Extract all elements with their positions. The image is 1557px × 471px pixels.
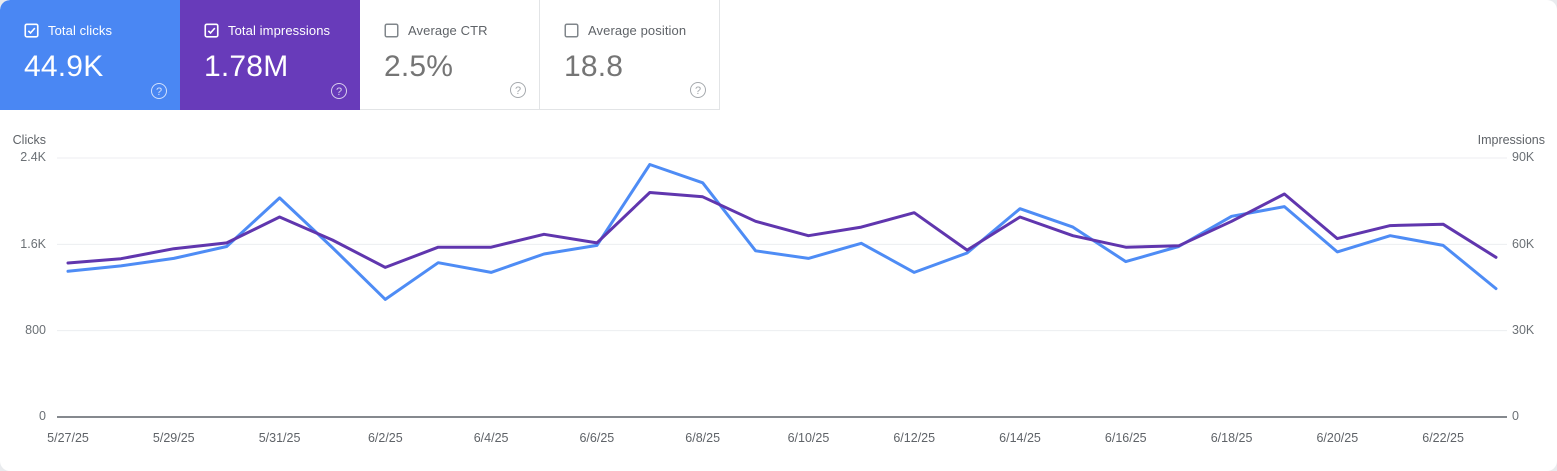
x-axis-label: 6/12/25 [893, 431, 936, 445]
x-axis-label: 6/2/25 [367, 431, 403, 445]
x-axis-label: 5/29/25 [152, 431, 195, 445]
checkbox-unchecked-icon[interactable] [564, 23, 579, 38]
metric-card-value: 44.9K [24, 50, 104, 83]
x-axis-label: 6/20/25 [1316, 431, 1359, 445]
left-axis-title: Clicks [12, 133, 46, 147]
metric-cards-row: Total clicks 44.9K ? Total impressions 1… [0, 0, 720, 110]
help-icon[interactable]: ? [510, 82, 526, 98]
right-axis-title: Impressions [1477, 133, 1545, 147]
metric-card-average-position[interactable]: Average position 18.8 ? [540, 0, 720, 110]
metric-card-label: Average CTR [408, 23, 488, 38]
performance-line-chart[interactable]: Clicks Impressions 2.4K 1.6K 800 0 90K 6… [0, 110, 1557, 471]
help-icon[interactable]: ? [331, 83, 347, 99]
left-axis-tick: 1.6K [20, 237, 46, 251]
left-axis-tick: 2.4K [20, 150, 46, 164]
right-axis-tick: 90K [1512, 150, 1535, 164]
metric-card-label: Total clicks [48, 23, 113, 38]
checkbox-checked-icon[interactable] [204, 23, 219, 38]
x-axis-label: 6/18/25 [1210, 431, 1253, 445]
help-icon[interactable]: ? [151, 83, 167, 99]
x-axis-label: 6/4/25 [473, 431, 509, 445]
checkbox-unchecked-icon[interactable] [384, 23, 399, 38]
impressions-line [66, 191, 1498, 269]
right-axis-tick: 0 [1512, 409, 1519, 423]
metric-card-header: Average CTR [384, 23, 539, 38]
right-axis-tick: 60K [1512, 237, 1535, 251]
metric-card-value: 18.8 [564, 50, 624, 83]
metric-card-value: 2.5% [384, 50, 454, 83]
metric-card-total-clicks[interactable]: Total clicks 44.9K ? [0, 0, 180, 110]
help-icon[interactable]: ? [690, 82, 706, 98]
metric-card-header: Total clicks [24, 23, 180, 38]
clicks-line [66, 163, 1498, 301]
x-axis-label: 6/14/25 [999, 431, 1041, 445]
metric-card-header: Total impressions [204, 23, 360, 38]
metric-card-label: Total impressions [228, 23, 331, 38]
metric-card-total-impressions[interactable]: Total impressions 1.78M ? [180, 0, 360, 110]
right-axis-tick: 30K [1512, 323, 1535, 337]
x-axis-label: 6/6/25 [579, 431, 615, 445]
x-axis-label: 6/10/25 [787, 431, 830, 445]
x-axis-label: 6/8/25 [685, 431, 721, 445]
metric-card-header: Average position [564, 23, 719, 38]
left-axis-tick: 0 [39, 409, 46, 423]
x-axis-label: 6/22/25 [1422, 431, 1464, 445]
x-axis-label: 6/16/25 [1104, 431, 1147, 445]
x-axis-label: 5/31/25 [258, 431, 301, 445]
metric-card-value: 1.78M [204, 50, 289, 83]
checkbox-checked-icon[interactable] [24, 23, 39, 38]
metric-card-average-ctr[interactable]: Average CTR 2.5% ? [360, 0, 540, 110]
left-axis-tick: 800 [25, 323, 46, 337]
metric-card-label: Average position [588, 23, 687, 38]
x-axis-label: 5/27/25 [47, 431, 89, 445]
